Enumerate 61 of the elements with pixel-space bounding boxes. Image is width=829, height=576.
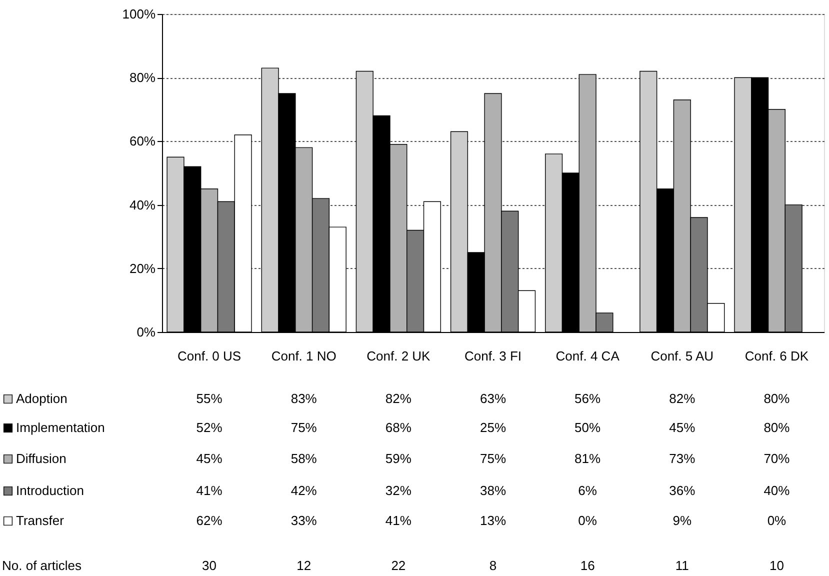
data-label: 59% [385, 451, 412, 466]
x-tick-label: Conf. 5 AU [650, 348, 714, 364]
data-label: 40% [764, 483, 790, 498]
y-tick-label: 100% [122, 6, 156, 22]
legend-label: Implementation [16, 420, 105, 435]
data-label: 32% [385, 483, 412, 498]
legend-label: Diffusion [16, 451, 66, 466]
text: 16 [580, 558, 595, 573]
data-label: 0% [578, 513, 598, 528]
data-label: 42% [290, 483, 318, 498]
data-label: 83% [290, 391, 318, 406]
y-tick-label: 0% [136, 324, 156, 340]
legend-label: Introduction [16, 483, 84, 498]
data-label: 6% [578, 483, 598, 498]
data-label: 56% [574, 391, 602, 406]
text: 30 [202, 558, 217, 573]
y-tick-label: 40% [129, 197, 156, 212]
legend-label: Adoption [16, 391, 68, 406]
x-tick-label: Conf. 0 US [177, 348, 242, 364]
data-label: 75% [290, 420, 318, 435]
data-label: 82% [385, 391, 412, 406]
data-label: 36% [669, 483, 696, 498]
data-label: 62% [196, 513, 223, 528]
data-label: 13% [480, 513, 506, 528]
data-label: 81% [574, 451, 602, 466]
data-label: 63% [480, 391, 506, 406]
data-label: 33% [290, 513, 318, 528]
data-label: 41% [385, 513, 412, 528]
data-label: 38% [480, 483, 506, 498]
x-tick-label: Conf. 3 FI [464, 348, 522, 364]
y-tick-label: 60% [129, 134, 156, 149]
y-tick-label: 20% [129, 260, 156, 276]
data-label: 68% [385, 420, 412, 435]
data-label: 45% [669, 420, 696, 435]
x-tick-label: Conf. 4 CA [556, 348, 620, 364]
y-tick-label: 80% [129, 70, 156, 86]
data-label: 73% [669, 451, 696, 466]
text: 10 [769, 558, 784, 573]
data-label: 58% [290, 451, 318, 466]
data-label: 82% [669, 391, 696, 406]
data-label: 52% [196, 420, 223, 435]
data-label: 80% [764, 420, 790, 435]
x-tick-label: Conf. 6 DK [744, 348, 809, 364]
text: 11 [675, 558, 689, 573]
text: 12 [296, 558, 312, 573]
data-label: 55% [196, 391, 223, 406]
data-label: 70% [764, 451, 790, 466]
data-label: 0% [767, 513, 787, 528]
data-label: 9% [672, 513, 692, 528]
data-label: 41% [196, 483, 223, 498]
text: 8 [489, 558, 497, 573]
data-label: 45% [196, 451, 223, 466]
text: No. of articles [2, 558, 82, 573]
x-tick-label: Conf. 2 UK [366, 348, 431, 364]
data-label: 80% [764, 391, 790, 406]
data-label: 25% [480, 420, 506, 435]
x-tick-label: Conf. 1 NO [271, 348, 336, 364]
legend-label: Transfer [16, 513, 65, 528]
data-label: 75% [480, 451, 506, 466]
text: 22 [391, 558, 406, 573]
data-label: 50% [574, 420, 602, 435]
